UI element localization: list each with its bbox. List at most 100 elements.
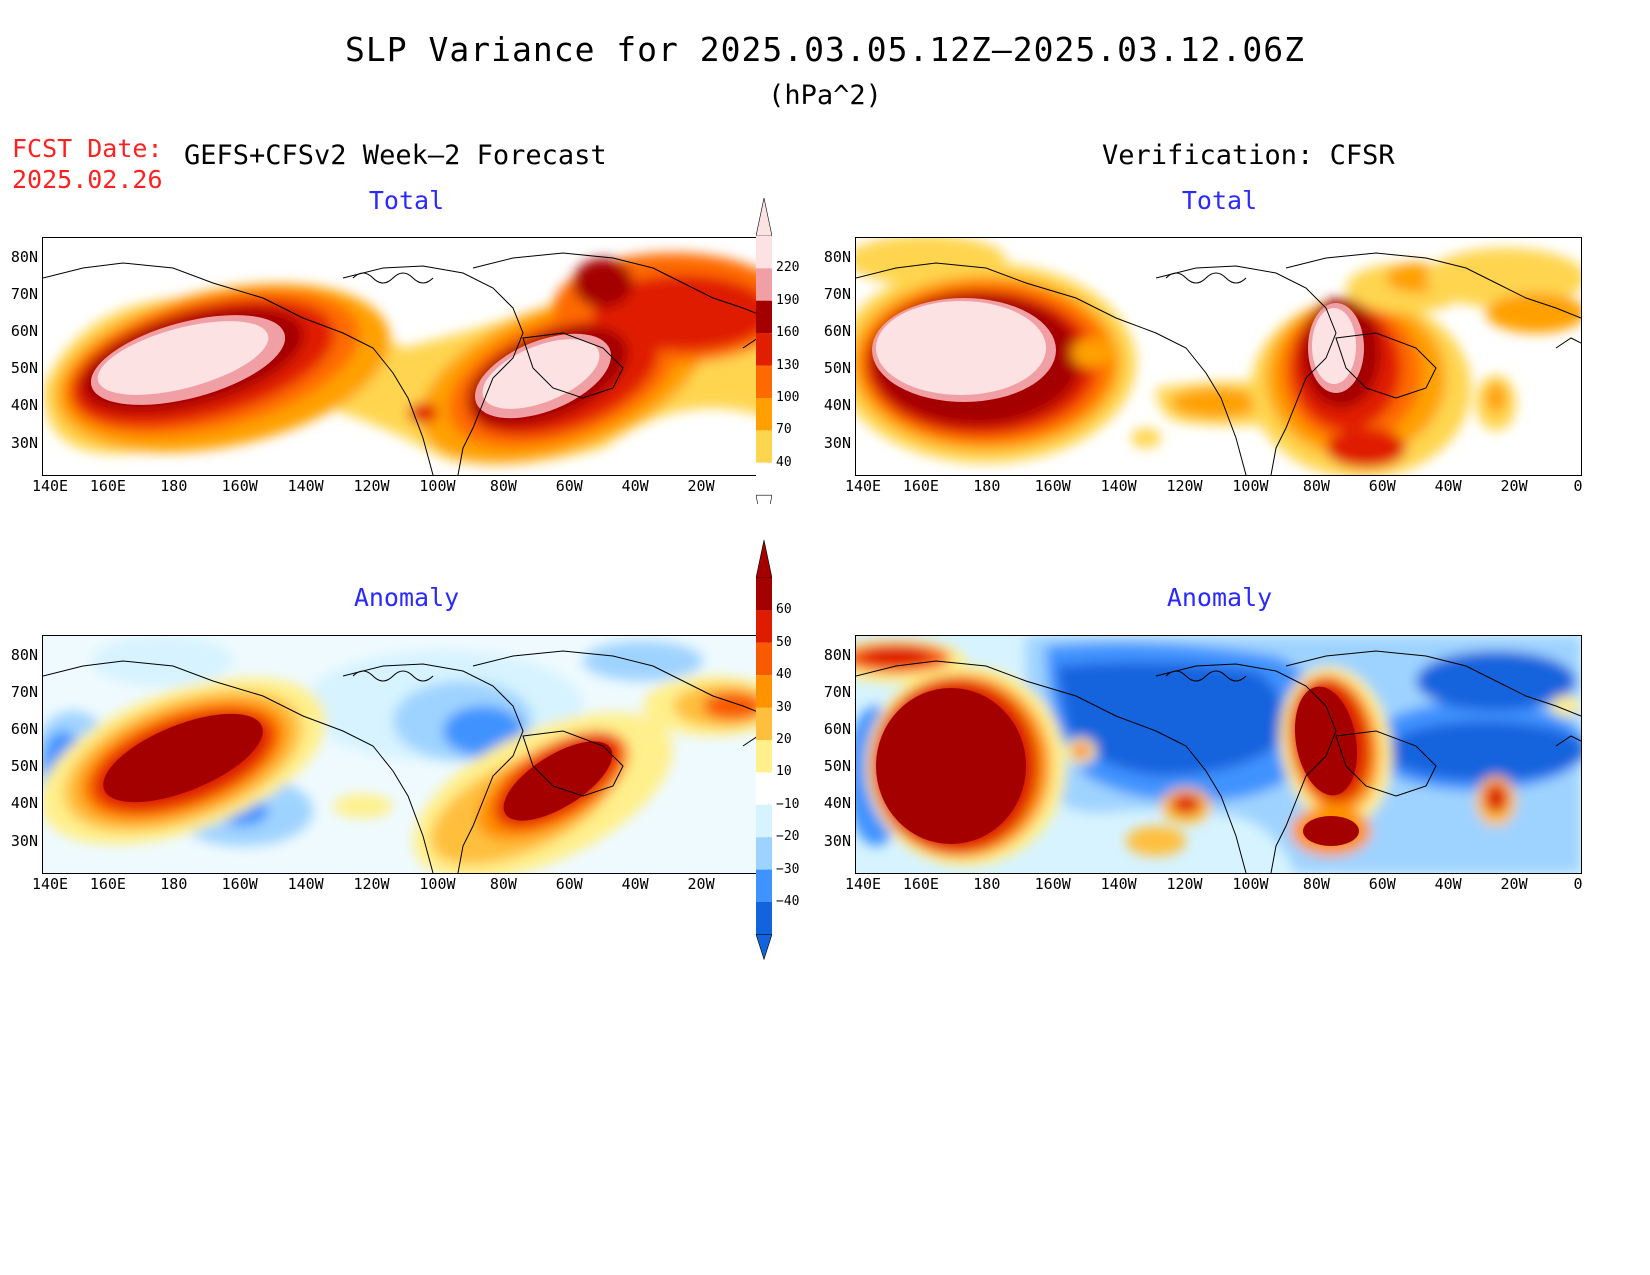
verif-total-title: Total [1181, 186, 1258, 215]
lon-label: 160E [89, 875, 126, 893]
colorbar-segment [756, 578, 772, 611]
lat-label: 40N [823, 396, 851, 414]
lon-label: 160W [1034, 875, 1071, 893]
lon-label: 0 [1573, 875, 1583, 893]
colorbar-segment [756, 333, 772, 366]
colorbar-segment [756, 365, 772, 398]
chart-title: SLP Variance for 2025.03.05.12Z–2025.03.… [345, 30, 1305, 69]
colorbar-label: 30 [776, 699, 792, 715]
lon-label: 80W [1302, 875, 1330, 893]
colorbar-label: −20 [776, 829, 800, 845]
colorbar-label: 40 [776, 454, 792, 470]
lat-label: 30N [10, 832, 38, 850]
colorbar-bottom-triangle [756, 494, 772, 504]
colorbar-label: −10 [776, 796, 800, 812]
lat-label: 80N [10, 646, 38, 664]
fcst-total-title: Total [368, 186, 445, 215]
lon-label: 140E [31, 477, 69, 495]
lat-label: 50N [10, 757, 38, 775]
lon-label: 140W [1100, 477, 1137, 495]
lon-label: 120W [353, 875, 390, 893]
lon-label: 120W [353, 477, 390, 495]
colorbar-segment [756, 707, 772, 740]
lon-label: 140E [31, 875, 69, 893]
forecast-total-map [42, 237, 769, 476]
anomaly-colorbar [756, 540, 772, 960]
lon-label: 160W [221, 477, 258, 495]
colorbar-label: 220 [776, 260, 800, 276]
lat-label: 50N [823, 359, 851, 377]
lon-label: 140W [287, 477, 324, 495]
lon-label: 180 [973, 875, 1001, 893]
colorbar-label: 130 [776, 357, 800, 373]
lon-label: 80W [489, 477, 517, 495]
lat-label: 30N [823, 832, 851, 850]
lon-label: 140W [1100, 875, 1137, 893]
colorbar-segment [756, 462, 772, 496]
lon-label: 60W [555, 477, 583, 495]
lat-label: 60N [823, 720, 851, 738]
lon-label: 80W [1302, 477, 1330, 495]
verif-anom-title: Anomaly [1166, 583, 1273, 612]
colorbar-segment [756, 430, 772, 463]
lon-label: 100W [1232, 875, 1269, 893]
colorbar-segment [756, 675, 772, 708]
colorbar-segment [756, 300, 772, 334]
colorbar-label: 70 [776, 422, 792, 438]
lon-label: 140W [287, 875, 324, 893]
lon-label: 60W [1368, 477, 1396, 495]
lat-label: 70N [10, 285, 38, 303]
lon-label: 80W [489, 875, 517, 893]
colorbar-segment [756, 902, 772, 935]
lon-label: 20W [1500, 477, 1528, 495]
lat-label: 60N [10, 322, 38, 340]
lat-label: 40N [10, 396, 38, 414]
colorbar-bottom-triangle [756, 934, 772, 960]
lon-label: 100W [419, 477, 456, 495]
lon-label: 140E [844, 477, 882, 495]
colorbar-segment [756, 772, 772, 805]
lon-label: 0 [1573, 477, 1583, 495]
lat-label: 80N [823, 248, 851, 266]
lon-label: 40W [621, 875, 649, 893]
lat-label: 80N [10, 248, 38, 266]
lon-label: 20W [1500, 875, 1528, 893]
colorbar-segment [756, 398, 772, 431]
colorbar-label: 50 [776, 634, 792, 650]
lat-label: 30N [823, 434, 851, 452]
colorbar-label: 40 [776, 667, 792, 683]
units-label: (hPa^2) [768, 80, 882, 111]
lat-label: 50N [823, 757, 851, 775]
fcst-date-label: FCST Date: [12, 134, 163, 163]
lat-label: 60N [823, 322, 851, 340]
colorbar-label: 60 [776, 602, 792, 618]
colorbar-segment [756, 869, 772, 902]
lon-label: 40W [621, 477, 649, 495]
lat-label: 70N [823, 683, 851, 701]
lon-label: 180 [160, 875, 188, 893]
lon-label: 120W [1166, 477, 1203, 495]
lon-label: 160W [1034, 477, 1071, 495]
lat-label: 50N [10, 359, 38, 377]
lon-label: 160W [221, 875, 258, 893]
lon-label: 60W [1368, 875, 1396, 893]
lon-label: 180 [973, 477, 1001, 495]
colorbar-label: 20 [776, 732, 792, 747]
verification-heading: Verification: CFSR [1102, 140, 1395, 171]
colorbar-segment [756, 740, 772, 773]
colorbar-label: 160 [776, 325, 800, 341]
colorbar-top-triangle [756, 198, 772, 237]
total-colorbar [756, 198, 772, 504]
lon-label: 100W [419, 875, 456, 893]
lon-label: 160E [89, 477, 126, 495]
lon-label: 20W [687, 875, 715, 893]
lat-label: 30N [10, 434, 38, 452]
colorbar-label: 190 [776, 292, 800, 308]
lon-label: 180 [160, 477, 188, 495]
lon-label: 120W [1166, 875, 1203, 893]
colorbar-label: 100 [776, 390, 800, 405]
colorbar-label: 10 [776, 764, 792, 780]
lon-label: 40W [1434, 477, 1462, 495]
lat-label: 40N [823, 794, 851, 812]
verification-total-map [855, 237, 1582, 476]
